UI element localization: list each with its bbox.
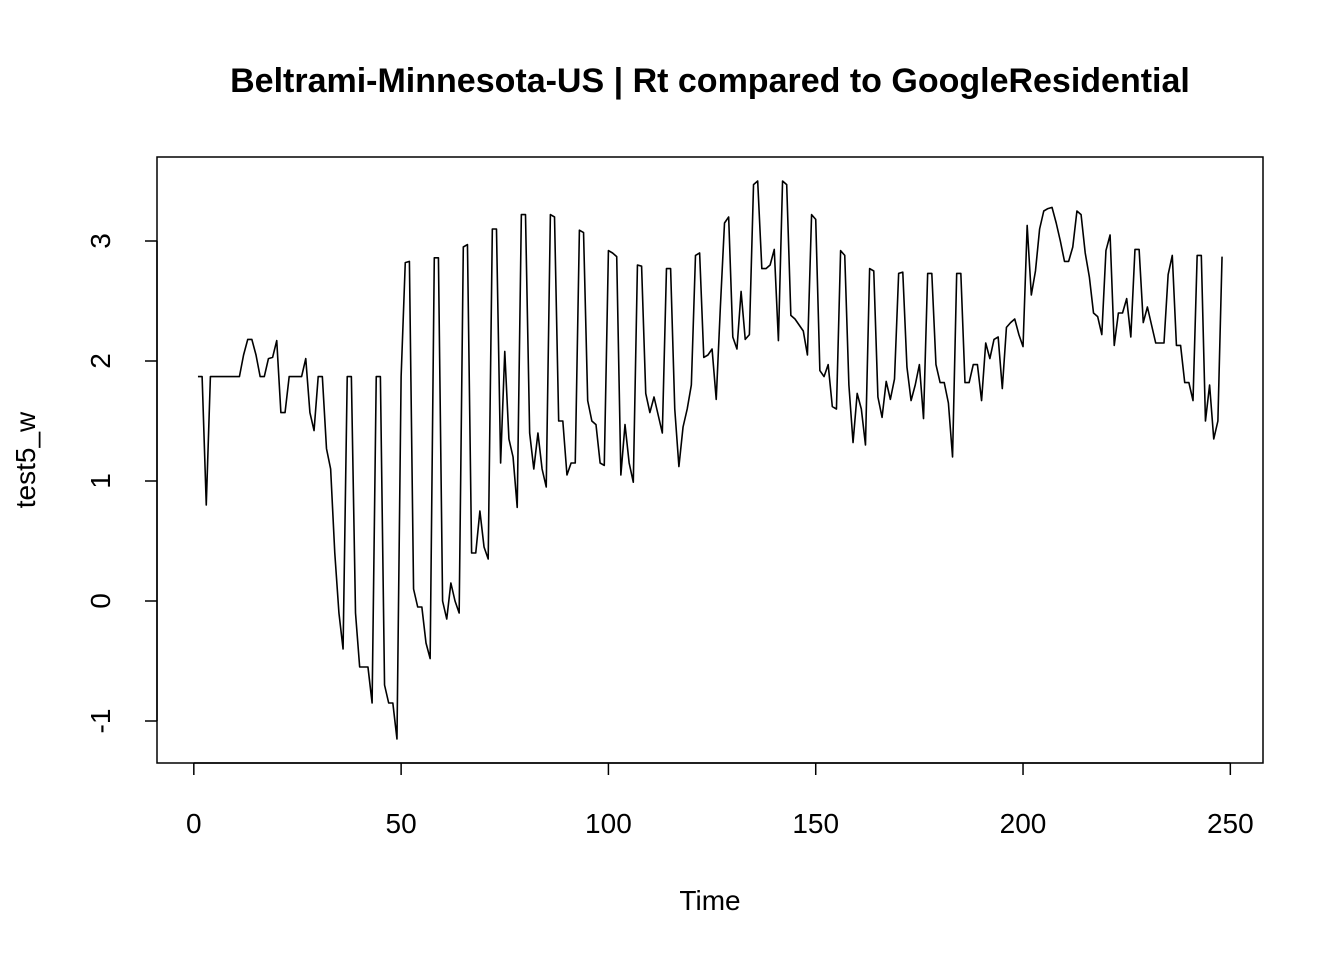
- chart-title: Beltrami-Minnesota-US | Rt compared to G…: [230, 62, 1190, 100]
- y-tick-label: 1: [85, 473, 116, 489]
- y-tick-label: 0: [85, 593, 116, 609]
- series-line: [197, 180, 1223, 740]
- x-tick-label: 0: [186, 808, 202, 839]
- x-tick-label: 100: [585, 808, 632, 839]
- x-axis-label: Time: [679, 885, 740, 916]
- y-axis-label: test5_w: [10, 411, 41, 508]
- x-tick-label: 50: [386, 808, 417, 839]
- y-tick-label: 3: [85, 233, 116, 249]
- y-tick-label: -1: [85, 709, 116, 734]
- x-tick-label: 250: [1207, 808, 1254, 839]
- x-tick-label: 150: [792, 808, 839, 839]
- x-tick-label: 200: [1000, 808, 1047, 839]
- y-tick-label: 2: [85, 353, 116, 369]
